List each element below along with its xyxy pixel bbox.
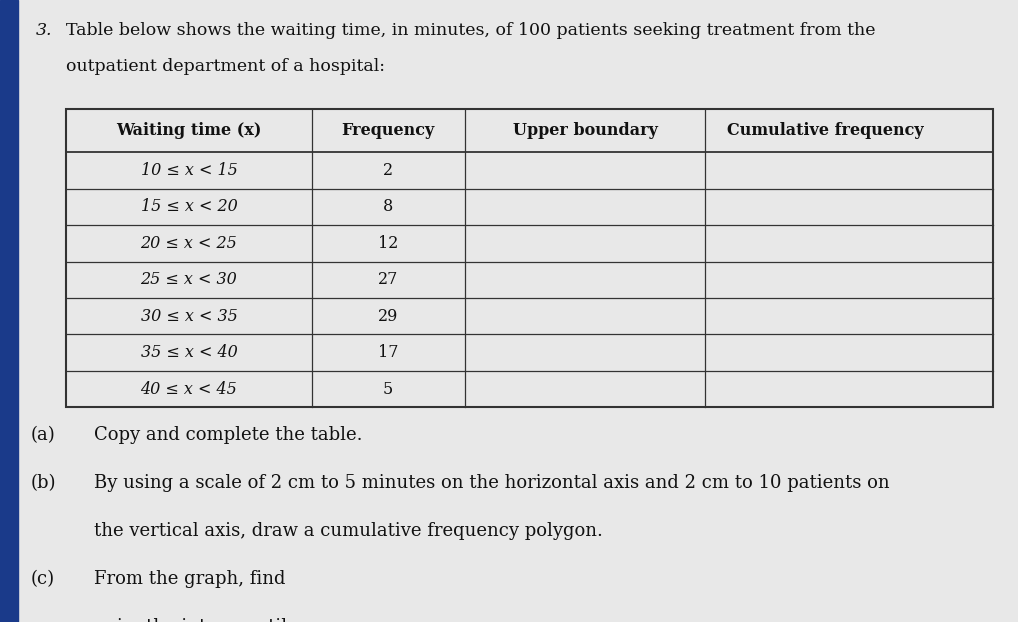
Text: From the graph, find: From the graph, find	[94, 570, 285, 588]
Text: 2: 2	[383, 162, 393, 179]
Text: i.   the interquartile range;: i. the interquartile range;	[117, 618, 363, 622]
Text: 5: 5	[383, 381, 393, 397]
Text: 27: 27	[378, 271, 398, 288]
Text: Waiting time (x): Waiting time (x)	[116, 122, 262, 139]
Text: Table below shows the waiting time, in minutes, of 100 patients seeking treatmen: Table below shows the waiting time, in m…	[66, 22, 875, 39]
Text: (c): (c)	[31, 570, 55, 588]
Text: Cumulative frequency: Cumulative frequency	[728, 122, 924, 139]
Text: Upper boundary: Upper boundary	[512, 122, 658, 139]
Text: 8: 8	[383, 198, 393, 215]
Text: 17: 17	[378, 344, 398, 361]
Text: 25 ≤ x < 30: 25 ≤ x < 30	[140, 271, 237, 288]
Text: 12: 12	[378, 235, 398, 252]
Text: 10 ≤ x < 15: 10 ≤ x < 15	[140, 162, 237, 179]
Text: Frequency: Frequency	[341, 122, 435, 139]
Text: the vertical axis, draw a cumulative frequency polygon.: the vertical axis, draw a cumulative fre…	[94, 522, 603, 540]
Text: 29: 29	[378, 308, 398, 325]
Text: 35 ≤ x < 40: 35 ≤ x < 40	[140, 344, 237, 361]
Text: 40 ≤ x < 45: 40 ≤ x < 45	[140, 381, 237, 397]
Text: (a): (a)	[31, 426, 55, 444]
Bar	[0, 0, 18, 622]
Text: 20 ≤ x < 25: 20 ≤ x < 25	[140, 235, 237, 252]
Bar	[66, 109, 993, 407]
Text: By using a scale of 2 cm to 5 minutes on the horizontal axis and 2 cm to 10 pati: By using a scale of 2 cm to 5 minutes on…	[94, 474, 890, 492]
Text: Copy and complete the table.: Copy and complete the table.	[94, 426, 362, 444]
Text: outpatient department of a hospital:: outpatient department of a hospital:	[66, 58, 385, 75]
Text: 15 ≤ x < 20: 15 ≤ x < 20	[140, 198, 237, 215]
Text: 3.: 3.	[36, 22, 52, 39]
Text: (b): (b)	[31, 474, 56, 492]
Text: 30 ≤ x < 35: 30 ≤ x < 35	[140, 308, 237, 325]
